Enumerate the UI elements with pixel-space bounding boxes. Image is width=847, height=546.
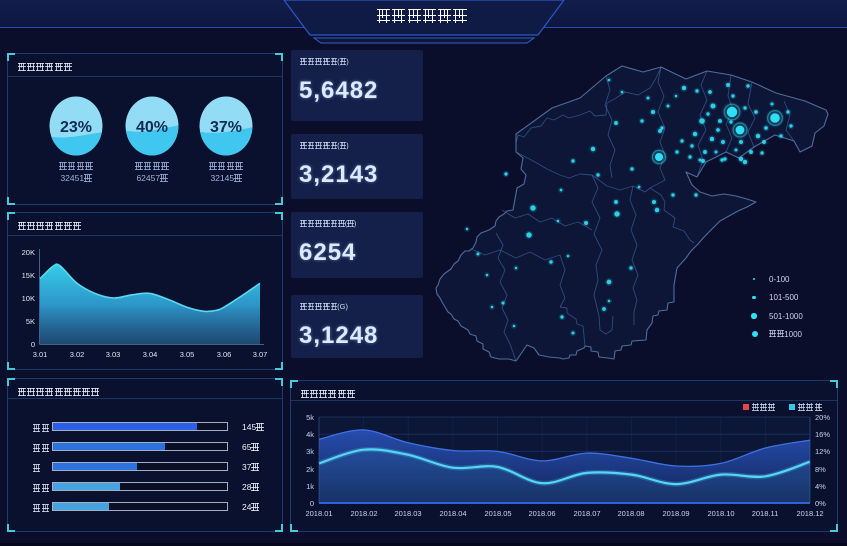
svg-text:23%: 23%: [60, 119, 92, 136]
svg-text:40%: 40%: [136, 119, 168, 136]
svg-text:37%: 37%: [210, 119, 242, 136]
